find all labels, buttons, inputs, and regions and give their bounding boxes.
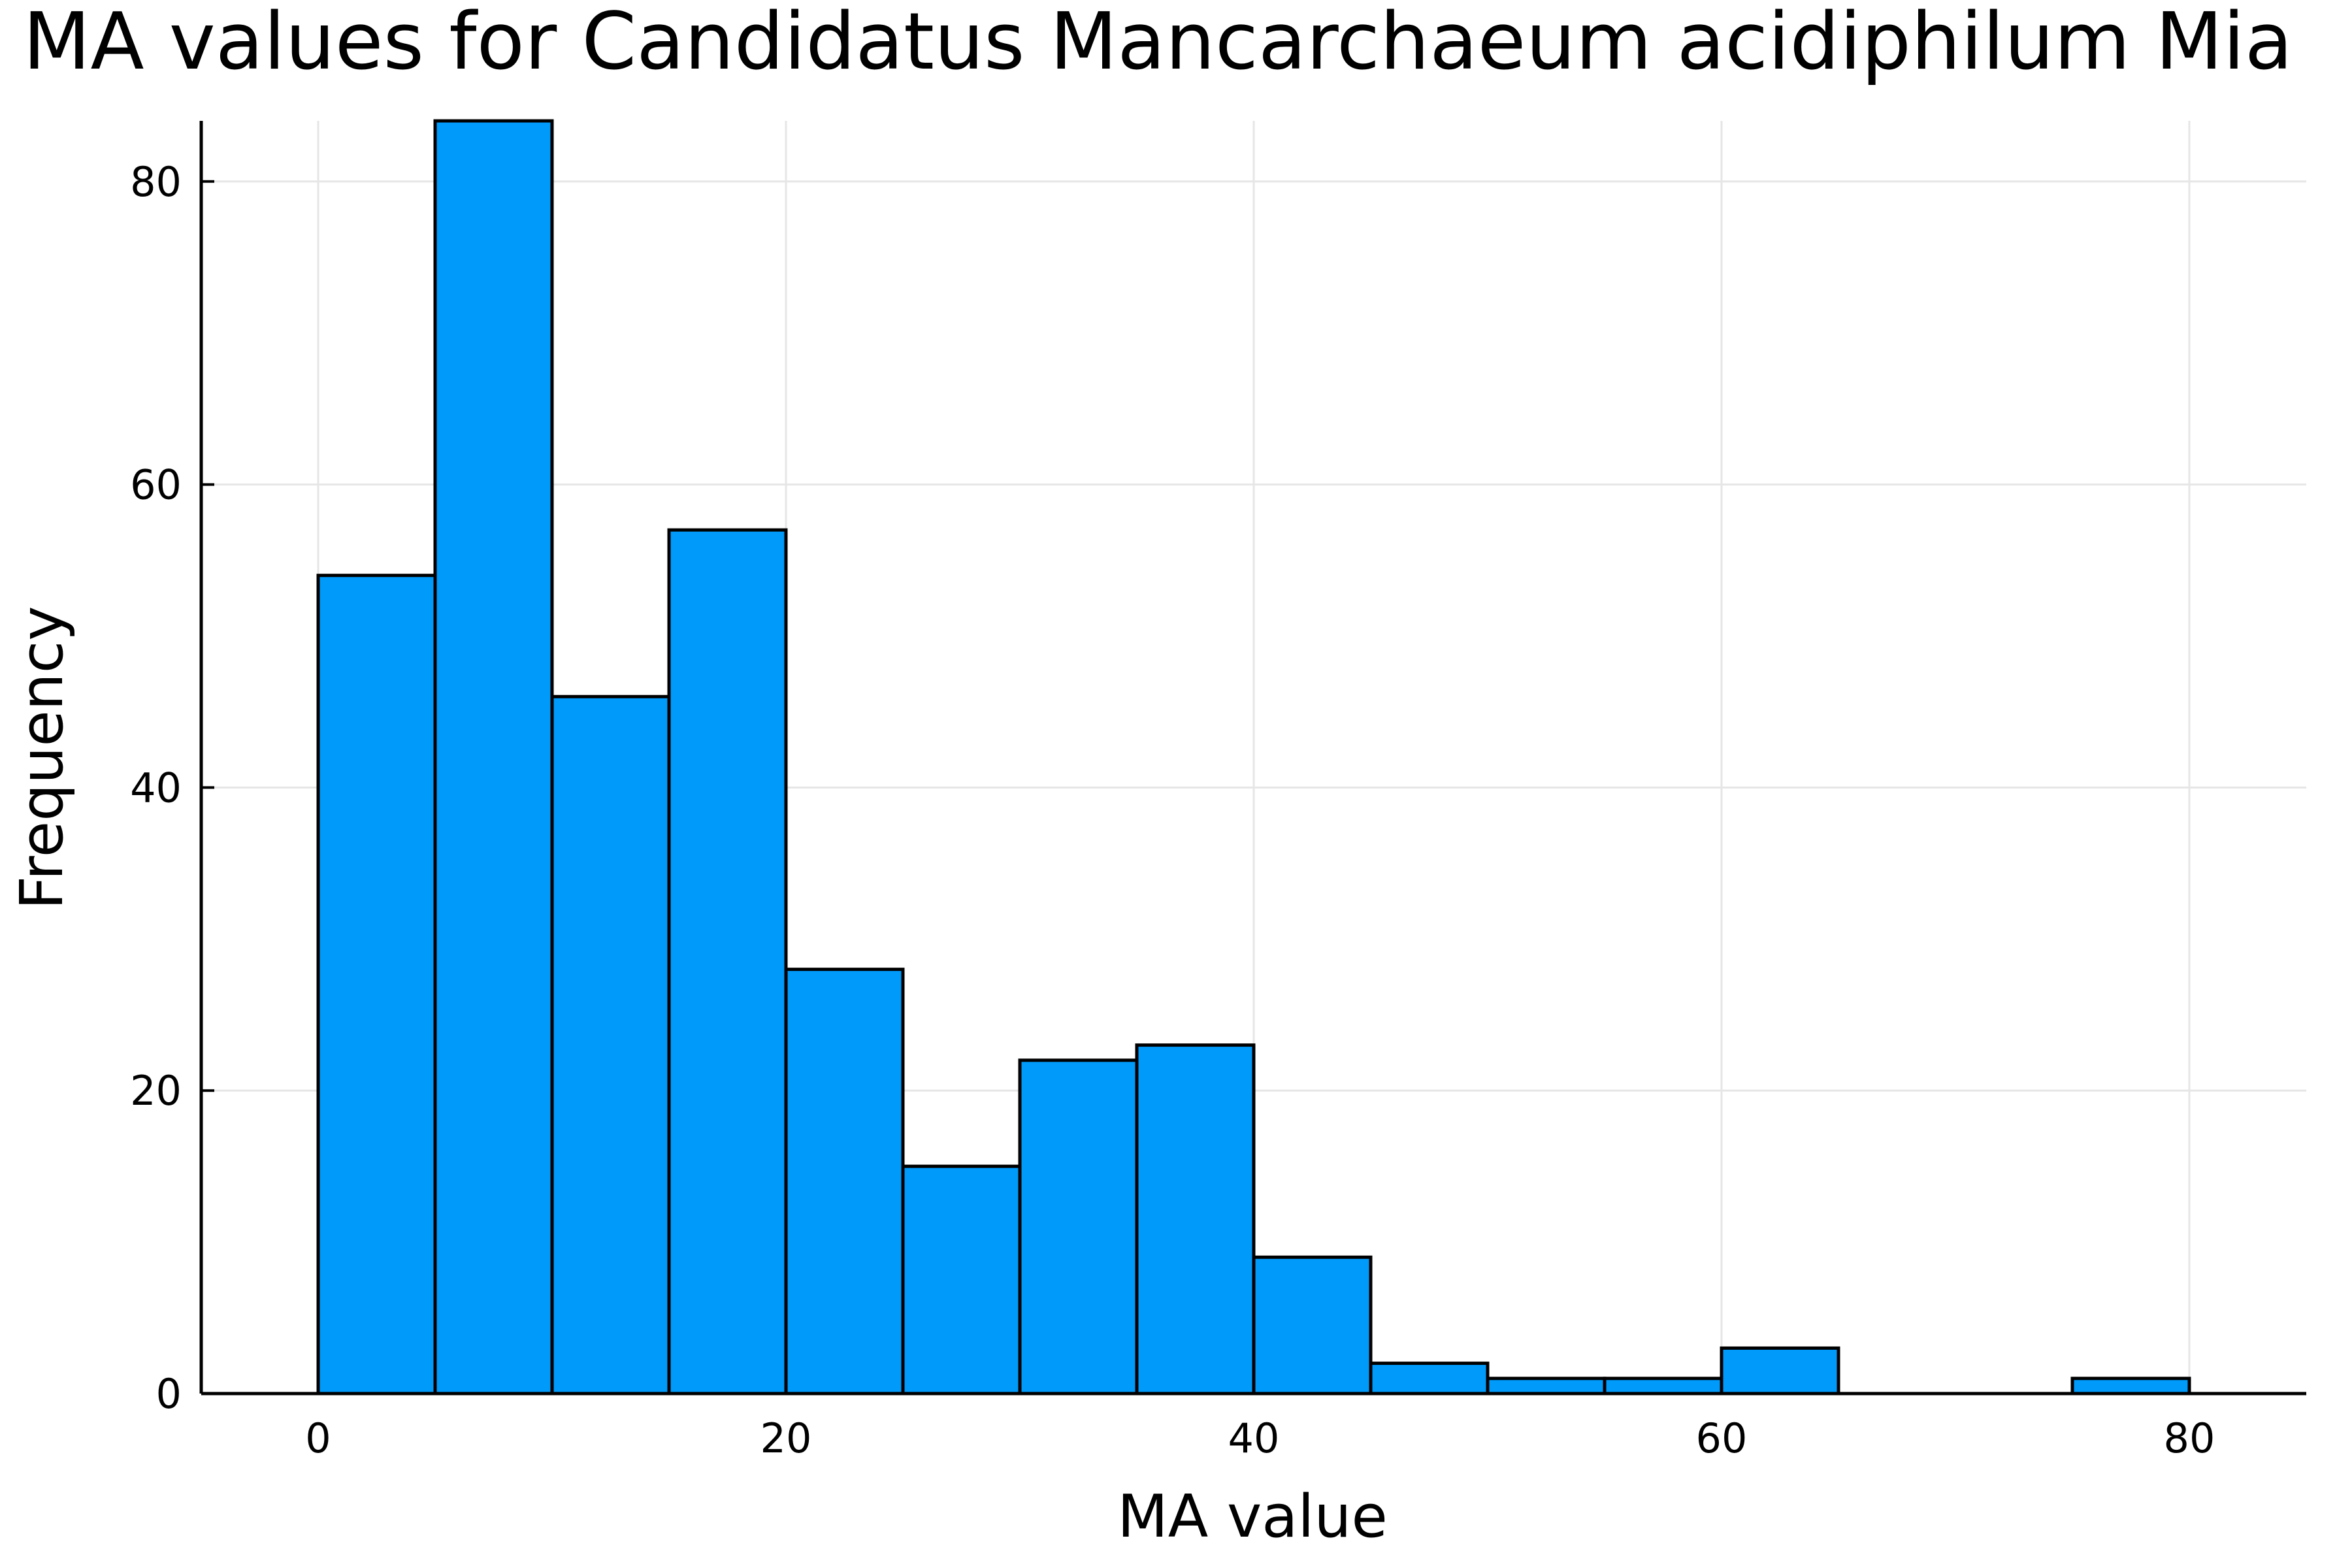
histogram-bar bbox=[1369, 1362, 1490, 1396]
y-tick-label: 60 bbox=[130, 461, 182, 509]
y-tick-label: 40 bbox=[130, 764, 182, 811]
histogram-bar bbox=[784, 968, 905, 1396]
histogram-bar bbox=[1135, 1043, 1256, 1396]
x-axis-label: MA value bbox=[1117, 1482, 1388, 1551]
y-tick-label: 0 bbox=[156, 1370, 182, 1418]
tick-labels: 0 20 40 60 80 0 20 40 60 80 bbox=[130, 158, 2215, 1462]
histogram-bar bbox=[433, 119, 554, 1396]
x-tick-label: 80 bbox=[2164, 1414, 2215, 1462]
chart-title: MA values for Candidatus Mancarchaeum ac… bbox=[23, 0, 2293, 88]
histogram-bar bbox=[316, 574, 437, 1396]
axes bbox=[199, 121, 2306, 1396]
histogram-bar bbox=[1018, 1058, 1139, 1396]
y-tick-label: 80 bbox=[130, 158, 182, 206]
histogram-bar bbox=[1486, 1377, 1607, 1396]
histogram-bar bbox=[1603, 1377, 1723, 1396]
x-tick-label: 20 bbox=[760, 1414, 812, 1462]
histogram-bar bbox=[550, 694, 671, 1396]
histogram-bar bbox=[1720, 1346, 1840, 1396]
y-axis-label: Frequency bbox=[8, 606, 76, 910]
x-tick-label: 40 bbox=[1228, 1414, 1280, 1462]
histogram-bar bbox=[1252, 1255, 1373, 1396]
histogram-bar bbox=[2070, 1377, 2191, 1396]
histogram-bar bbox=[901, 1164, 1022, 1396]
histogram-bar bbox=[667, 528, 788, 1396]
y-tick-label: 20 bbox=[130, 1067, 182, 1115]
x-tick-label: 0 bbox=[305, 1414, 331, 1462]
x-tick-label: 60 bbox=[1696, 1414, 1748, 1462]
